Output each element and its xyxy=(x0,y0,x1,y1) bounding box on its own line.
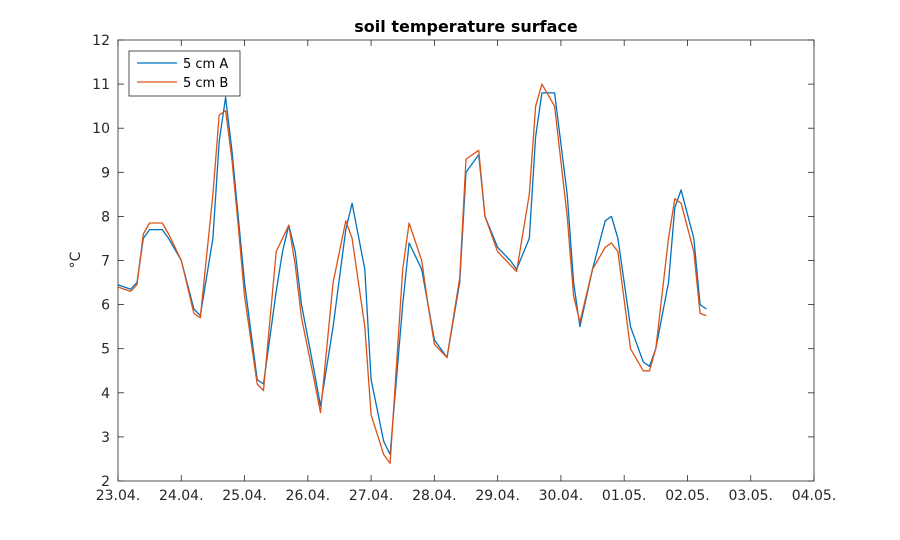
x-tick-label: 04.05. xyxy=(792,488,837,504)
x-tick-label: 24.04. xyxy=(159,488,204,504)
y-tick-label: 4 xyxy=(101,386,110,402)
y-tick-label: 2 xyxy=(101,474,110,490)
y-axis: 2 3 4 5 6 7 8 9 10 11 12 xyxy=(92,33,814,490)
y-tick-label: 7 xyxy=(101,254,110,270)
x-tick-label: 02.05. xyxy=(665,488,710,504)
plot-area xyxy=(118,40,814,481)
y-tick-label: 9 xyxy=(101,165,110,181)
x-axis: 23.04. 24.04. 25.04. 26.04. 27.04. 28.04. 29.0… xyxy=(96,40,837,504)
x-tick-label: 30.04. xyxy=(539,488,584,504)
x-tick-label: 03.05. xyxy=(728,488,773,504)
x-tick-label: 26.04. xyxy=(286,488,331,504)
legend: 5 cm A 5 cm B xyxy=(128,50,241,97)
series-layer xyxy=(117,83,707,465)
x-tick-label: 27.04. xyxy=(349,488,394,504)
y-axis-label: °C xyxy=(68,251,84,268)
legend-label-2: 5 cm B xyxy=(183,76,228,91)
y-tick-label: 3 xyxy=(101,430,110,446)
x-tick-label: 29.04. xyxy=(475,488,520,504)
y-tick-label: 8 xyxy=(101,209,110,225)
x-tick-label: 01.05. xyxy=(602,488,647,504)
series-line-2 xyxy=(117,83,707,465)
y-tick-label: 11 xyxy=(92,77,110,93)
y-tick-label: 12 xyxy=(92,33,110,49)
legend-label-1: 5 cm A xyxy=(183,57,228,72)
x-tick-label: 23.04. xyxy=(96,488,141,504)
x-tick-label: 28.04. xyxy=(412,488,457,504)
x-tick-label: 25.04. xyxy=(222,488,267,504)
y-tick-label: 5 xyxy=(101,342,110,358)
series-line-1 xyxy=(117,92,707,456)
y-tick-label: 6 xyxy=(101,298,110,314)
legend-box xyxy=(128,50,241,97)
chart-title: soil temperature surface xyxy=(354,17,578,36)
y-tick-label: 10 xyxy=(92,121,110,137)
